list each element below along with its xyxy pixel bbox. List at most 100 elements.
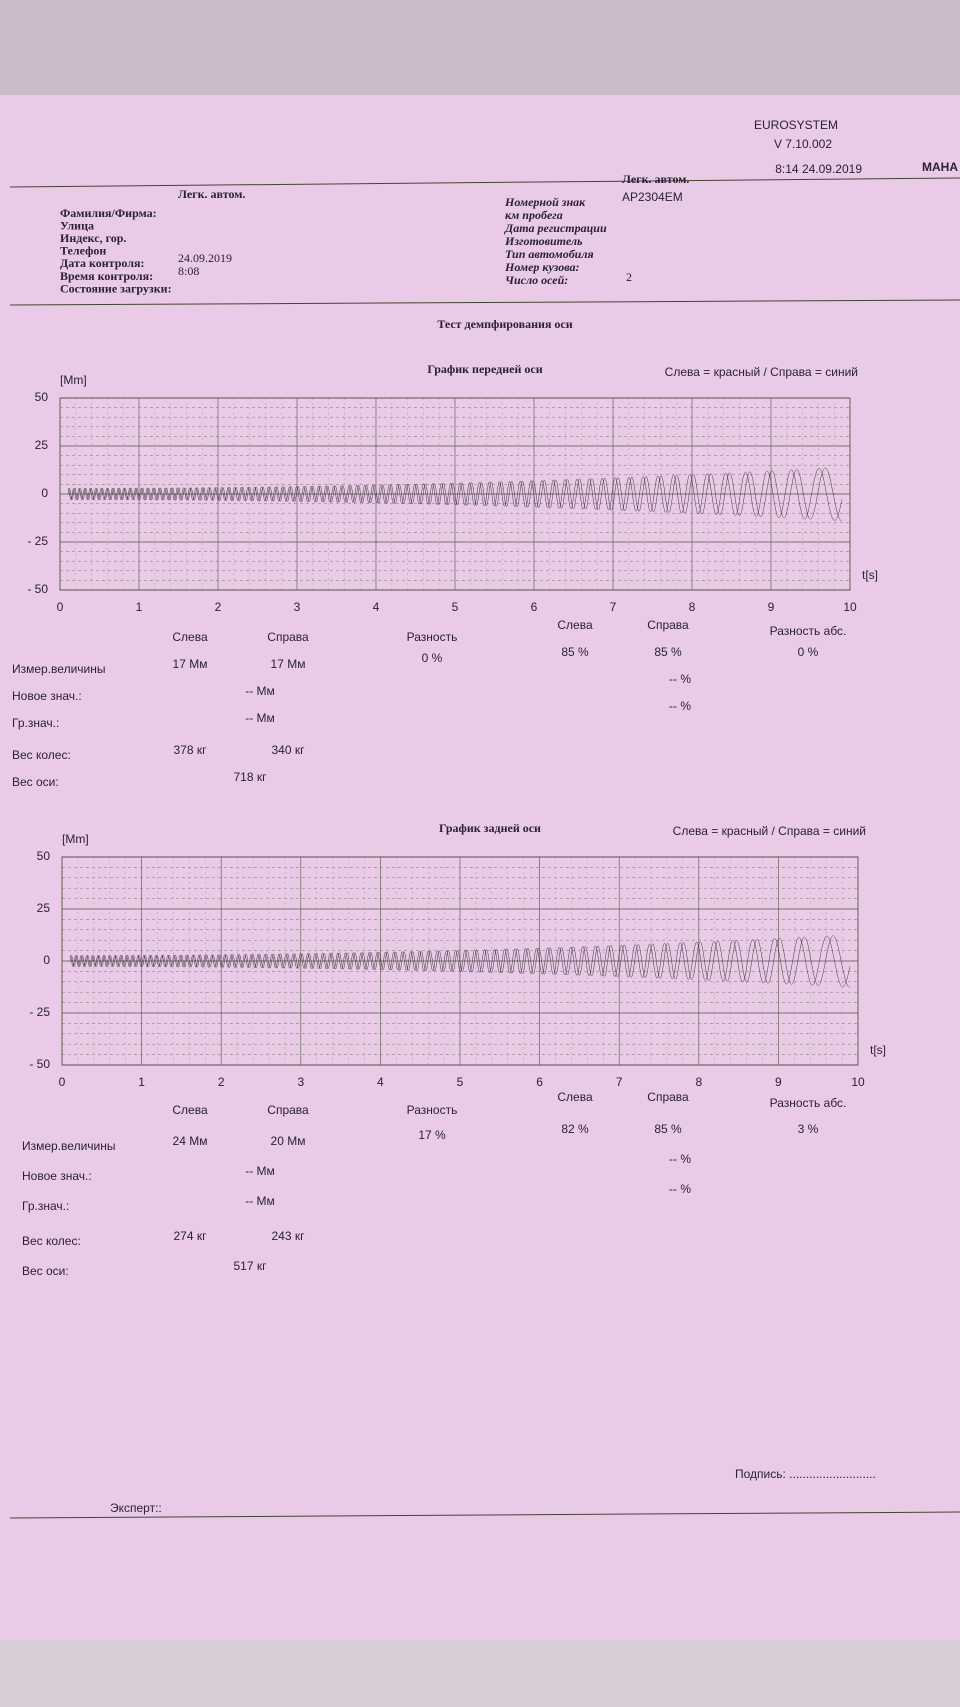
field-label: км пробега xyxy=(505,208,563,222)
column-header: Слева xyxy=(557,1090,593,1104)
column-header: Разность xyxy=(407,630,458,644)
column-header: Справа xyxy=(647,618,689,632)
y-tick-label: - 25 xyxy=(27,534,48,548)
x-tick-label: 9 xyxy=(768,600,775,614)
x-tick-label: 6 xyxy=(536,1075,543,1089)
y-tick-label: - 50 xyxy=(29,1057,50,1071)
field-label: Улица xyxy=(60,218,94,232)
column-header: Слева xyxy=(557,618,593,632)
field-label: Время контроля: xyxy=(60,269,153,283)
x-tick-label: 7 xyxy=(616,1075,623,1089)
column-header: Справа xyxy=(647,1090,689,1104)
result-value: -- Мм xyxy=(245,1164,275,1178)
version: V 7.10.002 xyxy=(774,137,832,151)
row-label: Вес колес: xyxy=(12,748,71,762)
chart-legend: Слева = красный / Справа = синий xyxy=(665,365,858,379)
system-name: EUROSYSTEM xyxy=(754,118,838,132)
result-value: -- % xyxy=(669,1152,691,1166)
y-tick-label: 50 xyxy=(35,390,49,404)
result-value: 378 кг xyxy=(174,743,208,757)
chart-legend: Слева = красный / Справа = синий xyxy=(673,824,866,838)
result-value: 85 % xyxy=(561,645,589,659)
field-label: Индекс, гор. xyxy=(60,231,126,245)
field-label: Тип автомобиля xyxy=(505,247,594,261)
result-value: 85 % xyxy=(654,645,682,659)
row-label: Вес колес: xyxy=(22,1234,81,1248)
result-value: 340 кг xyxy=(272,743,306,757)
result-value: 0 % xyxy=(798,645,819,659)
result-value: 17 Мм xyxy=(271,657,306,671)
field-label: Дата контроля: xyxy=(60,256,144,270)
chart-title: График передней оси xyxy=(427,362,542,376)
row-label: Вес оси: xyxy=(12,775,59,789)
trace xyxy=(67,468,843,521)
x-tick-label: 0 xyxy=(57,600,64,614)
y-tick-label: - 25 xyxy=(29,1005,50,1019)
x-tick-label: 5 xyxy=(452,600,459,614)
result-value: 243 кг xyxy=(272,1229,306,1243)
rule xyxy=(9,177,960,188)
x-tick-label: 3 xyxy=(297,1075,304,1089)
row-label: Измер.величины xyxy=(12,662,106,676)
logo: MAHA xyxy=(922,160,958,174)
result-value: 274 кг xyxy=(174,1229,208,1243)
x-tick-label: 5 xyxy=(457,1075,464,1089)
x-tick-label: 2 xyxy=(218,1075,225,1089)
result-value: -- Мм xyxy=(245,711,275,725)
x-tick-label: 2 xyxy=(215,600,222,614)
x-unit: t[s] xyxy=(870,1043,886,1057)
field-value: 8:08 xyxy=(178,264,199,278)
trace xyxy=(67,467,843,522)
rule xyxy=(9,1511,960,1519)
result-value: -- Мм xyxy=(245,1194,275,1208)
x-tick-label: 0 xyxy=(59,1075,66,1089)
x-tick-label: 6 xyxy=(531,600,538,614)
result-value: 20 Мм xyxy=(271,1134,306,1148)
result-value: 17 Мм xyxy=(173,657,208,671)
row-label: Гр.знач.: xyxy=(22,1199,69,1213)
row-label: Вес оси: xyxy=(22,1264,69,1278)
row-label: Измер.величины xyxy=(22,1139,116,1153)
field-label: Фамилия/Фирма: xyxy=(60,206,157,220)
column-header: Разность xyxy=(407,1103,458,1117)
signature: Подпись: .......................... xyxy=(735,1467,876,1481)
result-value: 517 кг xyxy=(234,1259,268,1273)
result-value: -- % xyxy=(669,699,691,713)
y-tick-label: 25 xyxy=(37,901,51,915)
x-tick-label: 4 xyxy=(373,600,380,614)
column-header: Слева xyxy=(172,1103,208,1117)
field-label: Номер кузова: xyxy=(504,260,579,274)
field-label: Номерной знак xyxy=(504,195,586,209)
field-label: Число осей: xyxy=(505,273,568,287)
y-tick-label: 50 xyxy=(37,849,51,863)
result-value: 24 Мм xyxy=(173,1134,208,1148)
column-header: Разность абс. xyxy=(770,1096,847,1110)
x-tick-label: 10 xyxy=(843,600,857,614)
x-tick-label: 8 xyxy=(689,600,696,614)
result-value: 718 кг xyxy=(234,770,268,784)
x-tick-label: 3 xyxy=(294,600,301,614)
x-tick-label: 1 xyxy=(136,600,143,614)
vehicle-category: Легк. автом. xyxy=(622,172,689,186)
x-tick-label: 8 xyxy=(695,1075,702,1089)
x-tick-label: 10 xyxy=(851,1075,865,1089)
y-tick-label: 0 xyxy=(41,486,48,500)
field-label: Изготовитель xyxy=(504,234,583,248)
page-title: Тест демпфирования оси xyxy=(437,317,572,331)
result-value: 17 % xyxy=(418,1128,446,1142)
y-tick-label: 0 xyxy=(43,953,50,967)
trace xyxy=(69,935,850,988)
x-unit: t[s] xyxy=(862,568,878,582)
result-value: 82 % xyxy=(561,1122,589,1136)
result-value: -- % xyxy=(669,672,691,686)
x-tick-label: 4 xyxy=(377,1075,384,1089)
x-tick-label: 7 xyxy=(610,600,617,614)
expert: Эксперт:: xyxy=(110,1501,162,1515)
column-header: Справа xyxy=(267,1103,309,1117)
result-value: -- % xyxy=(669,1182,691,1196)
field-value: AP2304EM xyxy=(622,190,683,204)
y-unit: [Mm] xyxy=(60,373,87,387)
rule xyxy=(9,299,960,306)
row-label: Новое знач.: xyxy=(22,1169,92,1183)
